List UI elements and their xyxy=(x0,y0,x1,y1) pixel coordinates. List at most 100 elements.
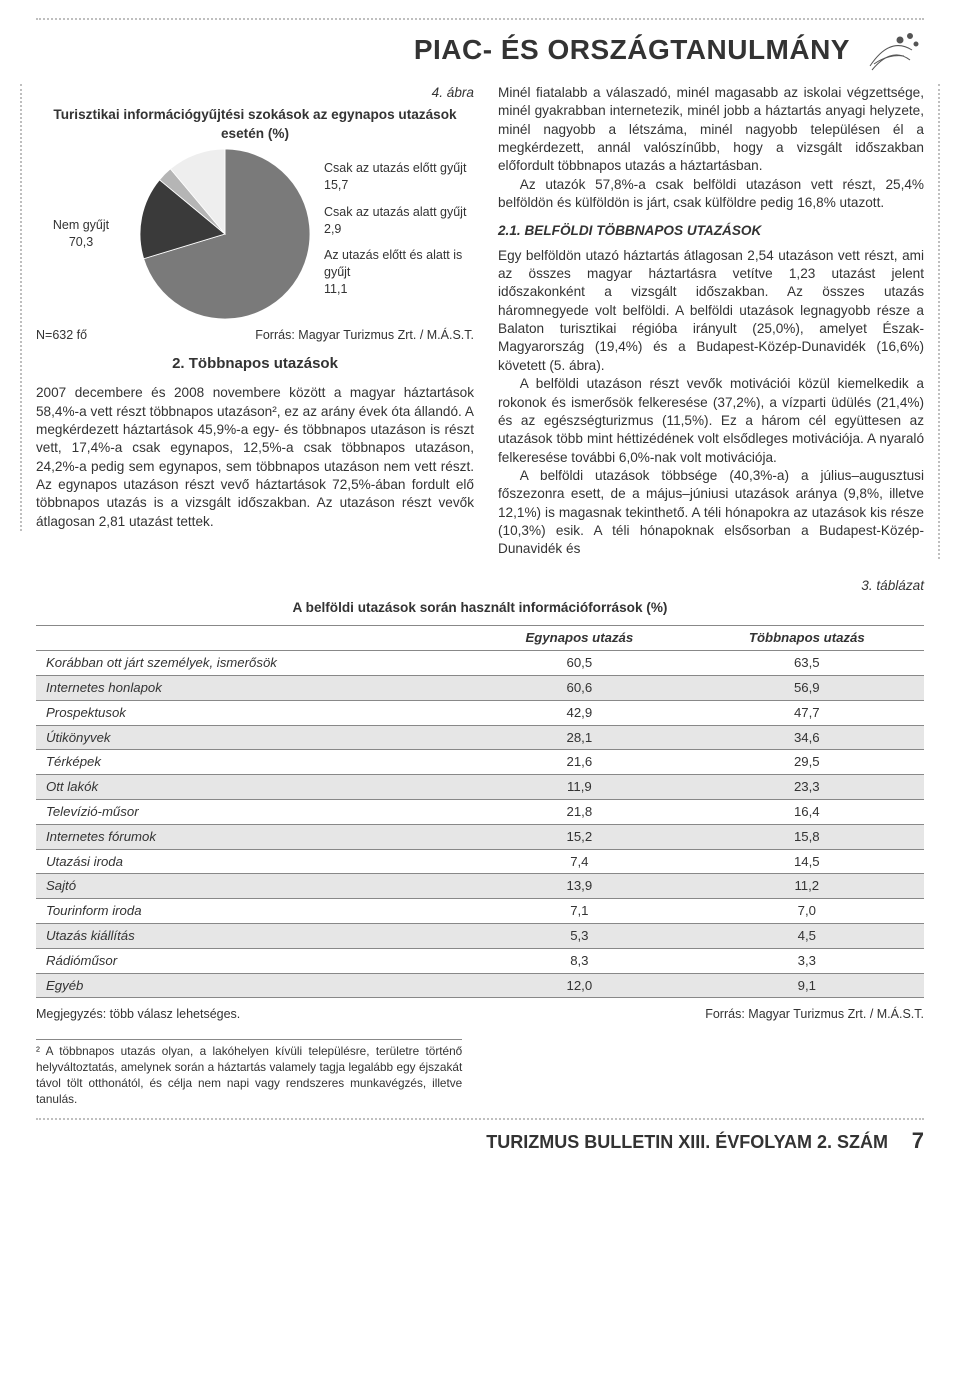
pie-svg xyxy=(140,149,310,319)
table-row: Rádióműsor8,33,3 xyxy=(36,948,924,973)
row-val-b: 15,8 xyxy=(690,824,924,849)
row-label: Utazás kiállítás xyxy=(36,924,469,949)
row-val-a: 60,5 xyxy=(469,651,690,676)
row-val-b: 29,5 xyxy=(690,750,924,775)
figure4-meta: N=632 fő Forrás: Magyar Turizmus Zrt. / … xyxy=(36,327,474,344)
table3-col0 xyxy=(36,626,469,651)
row-val-a: 60,6 xyxy=(469,675,690,700)
pie-r1-name: Csak az utazás alatt gyűjt xyxy=(324,204,474,221)
table3-col1: Egynapos utazás xyxy=(469,626,690,651)
row-val-b: 11,2 xyxy=(690,874,924,899)
pie-label-left: Nem gyűjt 70,3 xyxy=(36,217,126,251)
table3-number: 3. táblázat xyxy=(36,577,924,595)
table-row: Internetes fórumok15,215,8 xyxy=(36,824,924,849)
row-val-b: 7,0 xyxy=(690,899,924,924)
row-label: Rádióműsor xyxy=(36,948,469,973)
table-row: Egyéb12,09,1 xyxy=(36,973,924,998)
right-column: Minél fiatalabb a válaszadó, minél magas… xyxy=(498,84,924,559)
table-row: Ott lakók11,923,3 xyxy=(36,775,924,800)
row-val-a: 12,0 xyxy=(469,973,690,998)
row-val-a: 42,9 xyxy=(469,700,690,725)
table3-source: Forrás: Magyar Turizmus Zrt. / M.Á.S.T. xyxy=(705,1006,924,1023)
page-footer: TURIZMUS BULLETIN XIII. ÉVFOLYAM 2. SZÁM… xyxy=(36,1118,924,1156)
table-row: Útikönyvek28,134,6 xyxy=(36,725,924,750)
figure4-title: Turisztikai információgyűjtési szokások … xyxy=(36,106,474,143)
flourish-icon xyxy=(860,26,924,74)
left-dot-border xyxy=(20,84,22,531)
row-label: Tourinform iroda xyxy=(36,899,469,924)
row-val-a: 21,6 xyxy=(469,750,690,775)
pie-labels-right: Csak az utazás előtt gyűjt 15,7 Csak az … xyxy=(324,160,474,308)
row-val-b: 34,6 xyxy=(690,725,924,750)
row-val-a: 15,2 xyxy=(469,824,690,849)
table3-body: Korábban ott járt személyek, ismerősök60… xyxy=(36,651,924,998)
right-para2: Az utazók 57,8%-a csak belföldi utazáson… xyxy=(498,176,924,213)
row-val-a: 11,9 xyxy=(469,775,690,800)
table3-title: A belföldi utazások során használt infor… xyxy=(36,599,924,617)
masthead-title: PIAC- ÉS ORSZÁGTANULMÁNY xyxy=(414,31,850,69)
row-label: Sajtó xyxy=(36,874,469,899)
row-val-b: 3,3 xyxy=(690,948,924,973)
table3-header-row: Egynapos utazás Többnapos utazás xyxy=(36,626,924,651)
row-label: Utazási iroda xyxy=(36,849,469,874)
row-label: Térképek xyxy=(36,750,469,775)
top-dot-rule xyxy=(36,18,924,20)
two-column-body: 4. ábra Turisztikai információgyűjtési s… xyxy=(36,84,924,559)
right-para5: A belföldi utazások többsége (40,3%-a) a… xyxy=(498,467,924,559)
figure4-number: 4. ábra xyxy=(36,84,474,102)
row-label: Internetes honlapok xyxy=(36,675,469,700)
row-label: Internetes fórumok xyxy=(36,824,469,849)
footer-page: 7 xyxy=(912,1126,924,1156)
left-column: 4. ábra Turisztikai információgyűjtési s… xyxy=(36,84,474,531)
row-val-a: 5,3 xyxy=(469,924,690,949)
table3-grid: Egynapos utazás Többnapos utazás Korábba… xyxy=(36,625,924,998)
figure4-n: N=632 fő xyxy=(36,327,87,344)
pie-r1-val: 2,9 xyxy=(324,221,474,238)
row-val-a: 8,3 xyxy=(469,948,690,973)
pie-label-left-val: 70,3 xyxy=(36,234,126,251)
pie-r0-val: 15,7 xyxy=(324,177,474,194)
table-row: Internetes honlapok60,656,9 xyxy=(36,675,924,700)
figure4-chart: Nem gyűjt 70,3 Csak az utazás előtt gyűj… xyxy=(36,149,474,319)
table-row: Tourinform iroda7,17,0 xyxy=(36,899,924,924)
row-val-b: 56,9 xyxy=(690,675,924,700)
row-val-b: 14,5 xyxy=(690,849,924,874)
table-row: Utazási iroda7,414,5 xyxy=(36,849,924,874)
row-label: Útikönyvek xyxy=(36,725,469,750)
table3: 3. táblázat A belföldi utazások során ha… xyxy=(36,577,924,1024)
table3-note: Megjegyzés: több válasz lehetséges. xyxy=(36,1006,240,1023)
footer-title: TURIZMUS BULLETIN XIII. ÉVFOLYAM 2. SZÁM xyxy=(486,1132,888,1152)
table-row: Prospektusok42,947,7 xyxy=(36,700,924,725)
section2-para1: 2007 decembere és 2008 novembere között … xyxy=(36,384,474,531)
pie-r2-val: 11,1 xyxy=(324,281,474,298)
right-para1: Minél fiatalabb a válaszadó, minél magas… xyxy=(498,84,924,176)
figure4-source: Forrás: Magyar Turizmus Zrt. / M.Á.S.T. xyxy=(255,327,474,344)
row-label: Egyéb xyxy=(36,973,469,998)
row-val-a: 7,1 xyxy=(469,899,690,924)
pie-r0-name: Csak az utazás előtt gyűjt xyxy=(324,160,474,177)
row-label: Prospektusok xyxy=(36,700,469,725)
footnote-2: ² A többnapos utazás olyan, a lakóhelyen… xyxy=(36,1039,462,1108)
row-val-a: 28,1 xyxy=(469,725,690,750)
section2-heading: 2. Többnapos utazások xyxy=(36,354,474,374)
row-val-b: 47,7 xyxy=(690,700,924,725)
row-val-b: 4,5 xyxy=(690,924,924,949)
table-row: Sajtó13,911,2 xyxy=(36,874,924,899)
row-label: Korábban ott járt személyek, ismerősök xyxy=(36,651,469,676)
table-row: Korábban ott járt személyek, ismerősök60… xyxy=(36,651,924,676)
table3-col2: Többnapos utazás xyxy=(690,626,924,651)
masthead: PIAC- ÉS ORSZÁGTANULMÁNY xyxy=(36,26,924,74)
row-val-b: 23,3 xyxy=(690,775,924,800)
pie-label-left-name: Nem gyűjt xyxy=(36,217,126,234)
right-para4: A belföldi utazáson részt vevők motiváci… xyxy=(498,375,924,467)
row-val-a: 21,8 xyxy=(469,799,690,824)
row-label: Televízió-műsor xyxy=(36,799,469,824)
table3-footer: Megjegyzés: több válasz lehetséges. Forr… xyxy=(36,1006,924,1023)
row-val-b: 63,5 xyxy=(690,651,924,676)
row-val-b: 9,1 xyxy=(690,973,924,998)
table-row: Térképek21,629,5 xyxy=(36,750,924,775)
row-val-b: 16,4 xyxy=(690,799,924,824)
pie-r2-name: Az utazás előtt és alatt is gyűjt xyxy=(324,247,474,281)
table-row: Televízió-műsor21,816,4 xyxy=(36,799,924,824)
right-subhead: 2.1. BELFÖLDI TÖBBNAPOS UTAZÁSOK xyxy=(498,222,924,240)
